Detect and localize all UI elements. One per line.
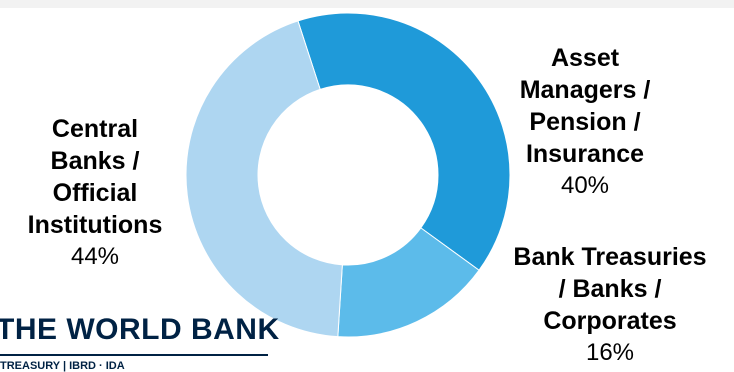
bank-treasuries-line-2: / Banks / — [558, 275, 662, 303]
asset-managers-line-2: Managers / — [519, 76, 651, 104]
world-bank-logo-text: THE WORLD BANK — [0, 313, 280, 346]
donut-slice-0 — [297, 12, 511, 271]
bank-treasuries-label: Bank Treasuries / Banks / Corporates 16% — [490, 241, 730, 369]
asset-managers-line-4: Insurance — [525, 140, 645, 168]
bank-treasuries-percent: 16% — [585, 339, 635, 366]
world-bank-logo-subtitle: TREASURY | IBRD · IDA — [0, 360, 125, 372]
central-banks-percent: 44% — [70, 243, 120, 270]
bank-treasuries-line-3: Corporates — [543, 307, 677, 335]
asset-managers-line-1: Asset — [550, 44, 620, 72]
central-banks-line-3: Official — [52, 179, 138, 207]
logo-divider — [0, 354, 268, 356]
bank-treasuries-line-1: Bank Treasuries — [513, 243, 707, 271]
donut-slice-2 — [185, 20, 343, 338]
asset-managers-label: Asset Managers / Pension / Insurance 40% — [500, 42, 670, 202]
central-banks-label: Central Banks / Official Institutions 44… — [20, 113, 170, 273]
top-strip — [0, 0, 734, 8]
asset-managers-line-3: Pension / — [529, 108, 641, 136]
central-banks-line-1: Central — [51, 115, 139, 143]
asset-managers-percent: 40% — [560, 172, 610, 199]
central-banks-line-2: Banks / — [50, 147, 140, 175]
central-banks-line-4: Institutions — [27, 211, 163, 239]
